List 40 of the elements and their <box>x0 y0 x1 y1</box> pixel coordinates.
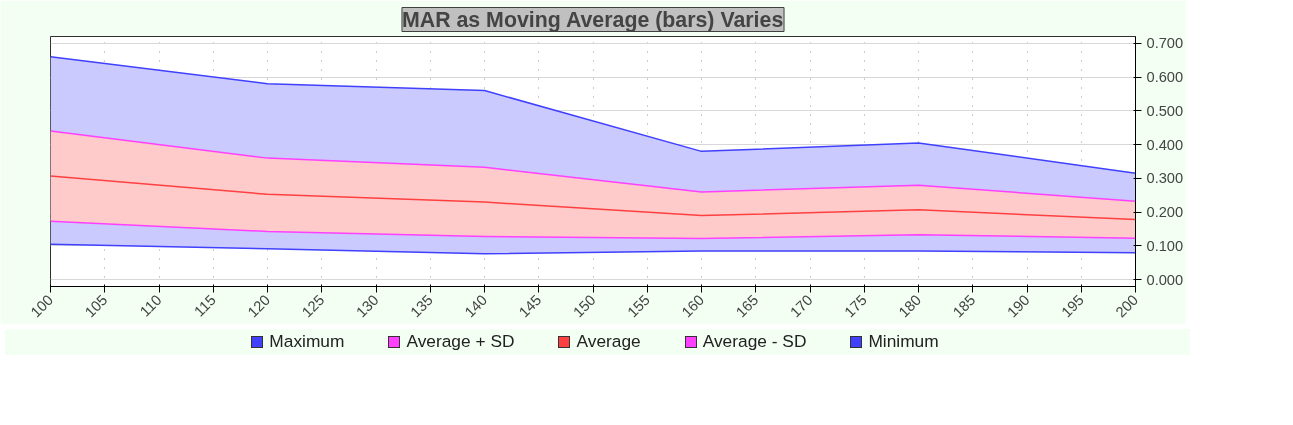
line-series <box>50 243 1136 255</box>
x-tick-label: 200 <box>1112 291 1142 321</box>
x-tick-label: 170 <box>787 291 816 321</box>
y-tick-label: 0.400 <box>1146 136 1184 153</box>
line-series <box>50 56 1136 175</box>
x-tick-label: 125 <box>298 291 328 321</box>
x-tick-label: 165 <box>732 291 762 321</box>
x-tick-label: 145 <box>515 291 545 321</box>
x-tick-label: 160 <box>678 291 708 321</box>
y-tick-label: 0.000 <box>1146 271 1184 288</box>
legend-label: Maximum <box>268 331 345 351</box>
legend-label: Average + SD <box>405 331 515 351</box>
y-tick-label: 0.700 <box>1146 35 1184 52</box>
line-series <box>50 130 1136 203</box>
x-tick-label: 175 <box>841 291 870 321</box>
line-series <box>50 220 1136 240</box>
x-tick-label: 150 <box>570 291 599 321</box>
x-tick-label: 155 <box>624 291 653 321</box>
x-tick-label: 190 <box>1004 291 1033 321</box>
y-tick-label: 0.300 <box>1146 170 1184 187</box>
legend-label: Average - SD <box>701 331 807 351</box>
chart-title: MAR as Moving Average (bars) Varies <box>401 7 784 32</box>
x-tick-label: 115 <box>191 291 219 320</box>
legend-label: Minimum <box>867 331 939 351</box>
y-tick-label: 0.500 <box>1146 102 1184 119</box>
x-tick-label: 180 <box>895 291 925 321</box>
x-tick-label: 105 <box>81 291 111 321</box>
x-tick-label: 185 <box>949 291 979 321</box>
legend-label: Average <box>575 331 641 351</box>
y-tick-label: 0.200 <box>1146 204 1184 221</box>
y-tick-label: 0.100 <box>1146 237 1184 254</box>
x-tick-label: 120 <box>244 291 274 321</box>
x-tick-label: 100 <box>27 291 57 321</box>
y-tick-label: 0.600 <box>1146 69 1184 86</box>
x-tick-label: 195 <box>1058 291 1087 321</box>
line-series <box>50 175 1136 221</box>
x-tick-label: 130 <box>353 291 382 321</box>
x-tick-label: 140 <box>461 291 491 321</box>
x-tick-label: 135 <box>407 291 436 321</box>
x-tick-label: 110 <box>136 291 165 320</box>
